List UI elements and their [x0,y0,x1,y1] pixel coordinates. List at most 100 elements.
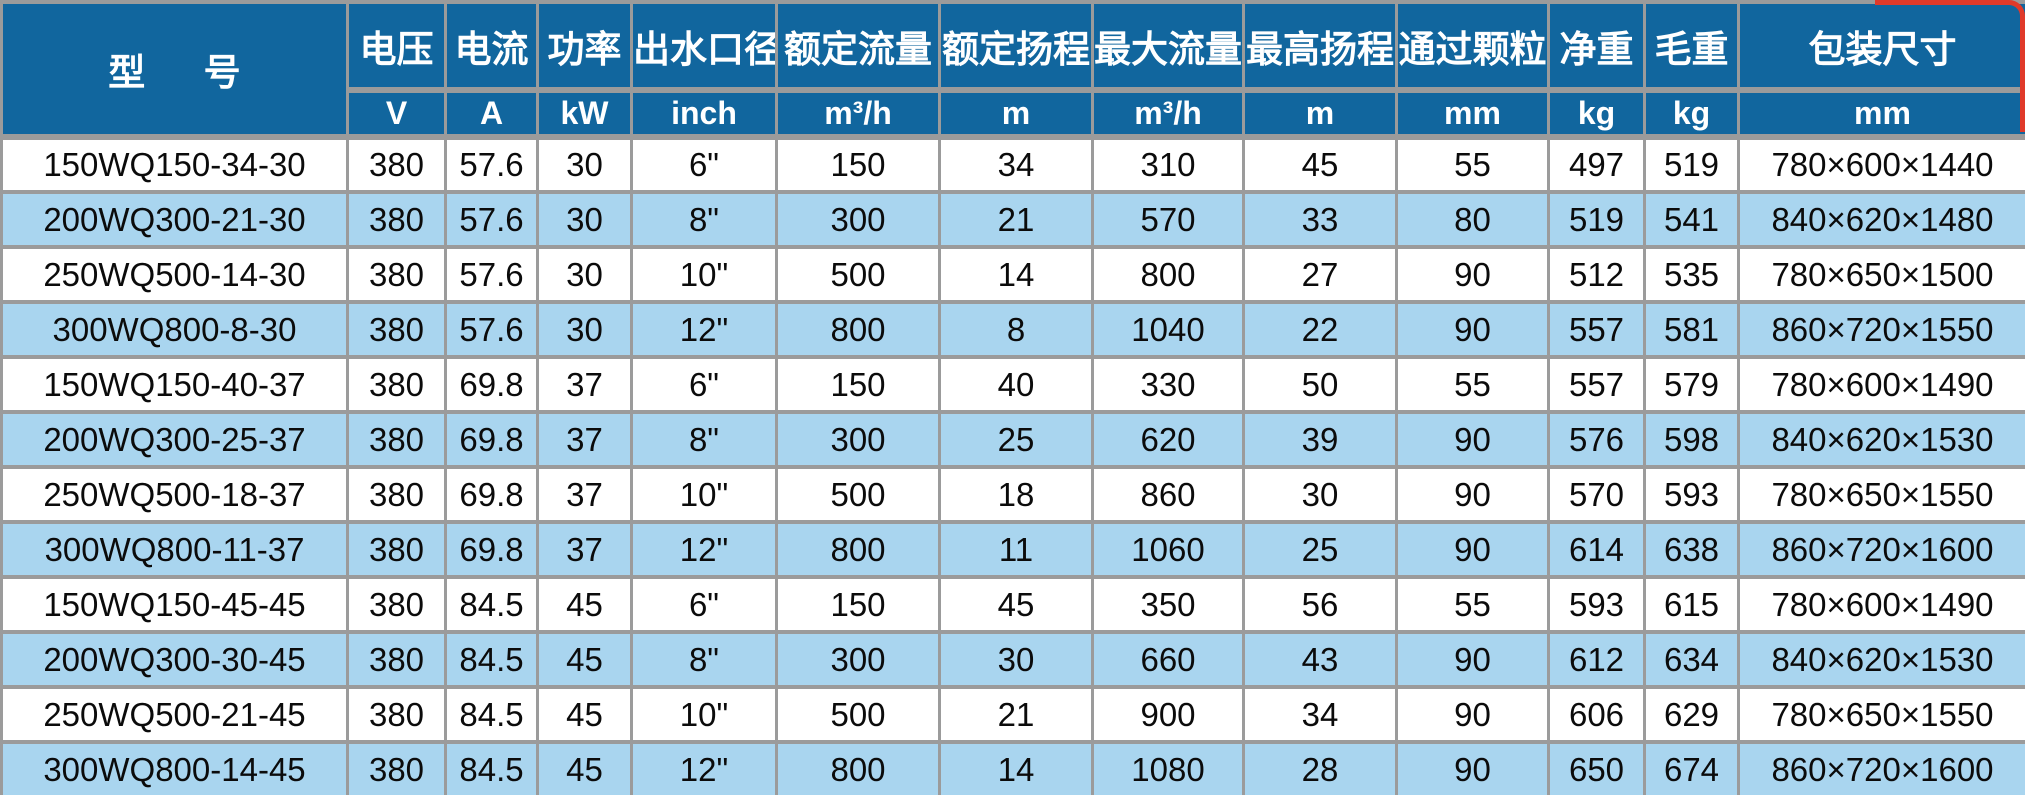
cell-voltage: 380 [346,410,447,469]
cell-rated-flow: 150 [775,575,941,634]
column-header-net-weight: 净重 [1547,0,1646,93]
cell-gross-weight: 674 [1643,740,1740,795]
cell-max-head: 50 [1242,355,1398,414]
cell-current: 57.6 [444,300,539,359]
cell-net-weight: 576 [1547,410,1646,469]
cell-rated-head: 11 [938,520,1094,579]
cell-net-weight: 614 [1547,520,1646,579]
cell-particle-passage: 90 [1395,410,1550,469]
cell-net-weight: 593 [1547,575,1646,634]
column-header-model: 型 号 [0,0,349,140]
cell-net-weight: 650 [1547,740,1646,795]
cell-package-size: 780×650×1550 [1737,465,2025,524]
cell-package-size: 860×720×1550 [1737,300,2025,359]
table-row: 300WQ800-11-37 380 69.8 37 12" 800 11 1060 25 90 6… [0,520,2025,579]
unit-current: A [444,88,539,140]
cell-voltage: 380 [346,575,447,634]
cell-gross-weight: 535 [1643,245,1740,304]
cell-power: 37 [536,520,633,579]
cell-power: 45 [536,630,633,689]
cell-max-head: 56 [1242,575,1398,634]
cell-max-flow: 620 [1091,410,1245,469]
cell-current: 84.5 [444,575,539,634]
cell-max-flow: 310 [1091,135,1245,194]
cell-rated-head: 45 [938,575,1094,634]
cell-particle-passage: 90 [1395,300,1550,359]
table-row: 250WQ500-14-30 380 57.6 30 10" 500 14 800 27 90 51… [0,245,2025,304]
cell-package-size: 860×720×1600 [1737,740,2025,795]
cell-particle-passage: 90 [1395,630,1550,689]
cell-net-weight: 497 [1547,135,1646,194]
cell-particle-passage: 55 [1395,355,1550,414]
header-unit-row: V A kW inch m³/h m m³/h m mm kg kg mm [2,88,2025,140]
cell-outlet-diameter: 12" [630,740,778,795]
unit-max-flow: m³/h [1091,88,1245,140]
cell-max-flow: 1040 [1091,300,1245,359]
cell-max-flow: 660 [1091,630,1245,689]
cell-model: 300WQ800-14-45 [0,740,349,795]
cell-voltage: 380 [346,135,447,194]
table-row: 200WQ300-25-37 380 69.8 37 8" 300 25 620 39 90 576… [0,410,2025,469]
cell-model: 200WQ300-30-45 [0,630,349,689]
cell-model: 300WQ800-11-37 [0,520,349,579]
cell-voltage: 380 [346,245,447,304]
unit-particle-passage: mm [1395,88,1550,140]
cell-package-size: 840×620×1480 [1737,190,2025,249]
cell-max-head: 39 [1242,410,1398,469]
cell-outlet-diameter: 8" [630,190,778,249]
cell-rated-flow: 150 [775,355,941,414]
cell-max-flow: 350 [1091,575,1245,634]
cell-gross-weight: 598 [1643,410,1740,469]
cell-gross-weight: 629 [1643,685,1740,744]
cell-rated-flow: 800 [775,520,941,579]
cell-power: 30 [536,245,633,304]
cell-outlet-diameter: 10" [630,465,778,524]
cell-current: 57.6 [444,135,539,194]
cell-gross-weight: 638 [1643,520,1740,579]
cell-rated-head: 18 [938,465,1094,524]
table-row: 150WQ150-34-30 380 57.6 30 6" 150 34 310 45 55 497… [0,135,2025,194]
cell-rated-head: 30 [938,630,1094,689]
table-row: 250WQ500-18-37 380 69.8 37 10" 500 18 860 30 90 57… [0,465,2025,524]
cell-max-flow: 860 [1091,465,1245,524]
cell-package-size: 780×650×1500 [1737,245,2025,304]
cell-rated-flow: 300 [775,630,941,689]
cell-rated-head: 25 [938,410,1094,469]
cell-voltage: 380 [346,190,447,249]
unit-gross-weight: kg [1643,88,1740,140]
table-row: 300WQ800-8-30 380 57.6 30 12" 800 8 1040 22 90 557… [0,300,2025,359]
cell-net-weight: 606 [1547,685,1646,744]
cell-power: 37 [536,410,633,469]
cell-package-size: 840×620×1530 [1737,410,2025,469]
cell-gross-weight: 579 [1643,355,1740,414]
cell-current: 84.5 [444,630,539,689]
column-header-gross-weight: 毛重 [1643,0,1740,93]
column-header-voltage: 电压 [346,0,447,93]
cell-max-flow: 900 [1091,685,1245,744]
cell-current: 84.5 [444,740,539,795]
cell-gross-weight: 593 [1643,465,1740,524]
cell-gross-weight: 541 [1643,190,1740,249]
cell-model: 150WQ150-45-45 [0,575,349,634]
column-header-max-flow: 最大流量 [1091,0,1245,93]
cell-rated-head: 14 [938,245,1094,304]
cell-max-flow: 330 [1091,355,1245,414]
cell-package-size: 840×620×1530 [1737,630,2025,689]
cell-max-head: 22 [1242,300,1398,359]
cell-rated-head: 21 [938,685,1094,744]
cell-outlet-diameter: 12" [630,520,778,579]
cell-voltage: 380 [346,685,447,744]
cell-net-weight: 557 [1547,355,1646,414]
cell-gross-weight: 519 [1643,135,1740,194]
cell-particle-passage: 90 [1395,685,1550,744]
cell-net-weight: 612 [1547,630,1646,689]
unit-voltage: V [346,88,447,140]
cell-outlet-diameter: 12" [630,300,778,359]
cell-particle-passage: 80 [1395,190,1550,249]
cell-gross-weight: 634 [1643,630,1740,689]
cell-rated-flow: 150 [775,135,941,194]
header-label-row: 型 号 电压 电流 功率 出水口径 额定流量 额定扬程 最大流量 最高扬程 通过… [0,0,2025,140]
cell-rated-head: 21 [938,190,1094,249]
column-header-package-size: 包装尺寸 [1737,0,2025,93]
